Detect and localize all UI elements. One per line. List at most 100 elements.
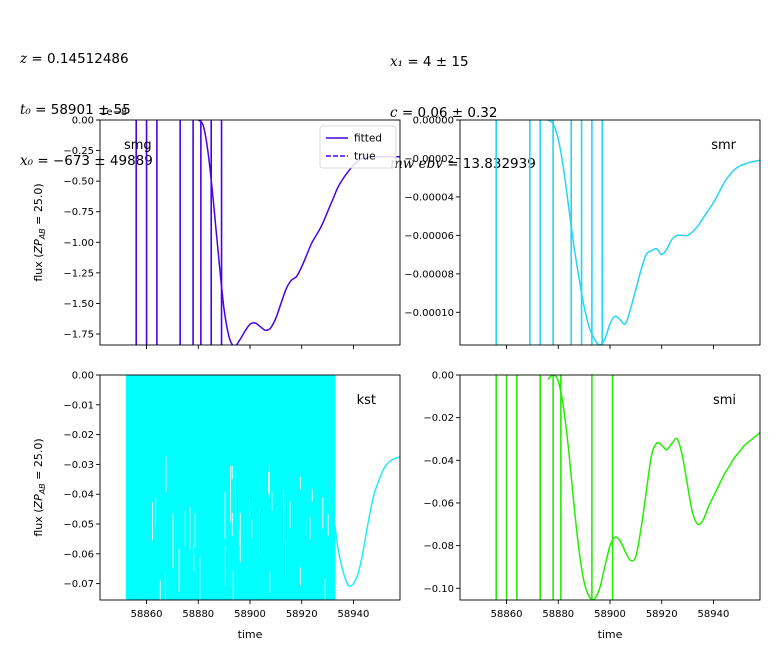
fitted-curve-kst: [326, 456, 400, 587]
plot-area-smg: [135, 120, 400, 345]
band-gap: [194, 513, 196, 548]
x-tick-label: 58920: [286, 609, 318, 620]
band-gap: [231, 513, 233, 537]
fitted-curve-smr: [547, 120, 760, 345]
panel-label-kst: kst: [357, 393, 376, 408]
y-tick-label: −1.25: [63, 268, 94, 279]
y-tick-label: 0.00: [72, 371, 94, 382]
x-tick-label: 58920: [646, 609, 678, 620]
y-tick-label: −0.05: [63, 520, 94, 531]
y-tick-label: −0.02: [423, 413, 454, 424]
band-gap: [193, 544, 194, 563]
y-tick-label: −1.75: [63, 329, 94, 340]
band-gap: [199, 557, 201, 600]
x-axis-label: time: [598, 628, 623, 641]
band-gap: [251, 519, 253, 539]
y-tick-label: −1.00: [63, 238, 94, 249]
band-gap: [322, 497, 324, 529]
y-tick-label: −0.00002: [404, 154, 454, 165]
param-x0: x₀ = −673 ± 49889: [20, 153, 153, 169]
x-tick-label: 58880: [542, 609, 574, 620]
band-gap: [324, 578, 326, 600]
param-c: c = 0.06 ± 0.32: [390, 105, 498, 121]
panel-smr: 0.00000 −0.00002 −0.00004 −0.00006 −0.00008 −…: [404, 116, 761, 349]
y-tick-label: −0.06: [423, 498, 454, 509]
band-gap: [235, 470, 236, 518]
band-gap: [193, 554, 195, 572]
band-gap: [269, 571, 271, 593]
band-gap: [238, 529, 240, 546]
band-gap: [311, 489, 313, 502]
band-gap: [232, 571, 234, 600]
band-gap: [268, 464, 270, 498]
band-gap: [289, 501, 291, 529]
param-block-left: z = 0.14512486 t₀ = 58901 ± 55 x₀ = −673…: [20, 17, 153, 187]
band-gap: [271, 491, 273, 511]
y-tick-label: −0.00010: [404, 308, 454, 319]
y-tick-label: −0.08: [423, 541, 454, 552]
band-gap: [327, 513, 329, 536]
band-gap: [172, 513, 174, 568]
band-gap: [224, 545, 226, 587]
y-tick-label: −0.00008: [404, 269, 454, 280]
band-gap: [155, 497, 157, 525]
y-tick-label: −0.00004: [404, 192, 454, 203]
x-tick-label: 58860: [131, 609, 163, 620]
band-gap: [165, 578, 167, 600]
fitted-curve-smi: [547, 375, 760, 600]
band-gap: [231, 465, 233, 480]
x-tick-label: 58940: [698, 609, 730, 620]
panel-label-smg: smg: [124, 138, 152, 153]
band-gap: [189, 506, 191, 549]
param-t0: t₀ = 58901 ± 55: [20, 102, 131, 118]
y-tick-label: 0.00: [432, 371, 454, 382]
band-gap: [165, 456, 167, 493]
band-gap: [283, 489, 285, 545]
x-tick-label: 58860: [491, 609, 523, 620]
legend-label-fitted: fitted: [354, 133, 382, 145]
y-tick-label: −0.00006: [404, 231, 454, 242]
panel-label-smi: smi: [713, 393, 736, 408]
legend-label-true: true: [354, 151, 376, 163]
x-tick-label: 58900: [594, 609, 626, 620]
y-tick-label: −0.01: [63, 400, 94, 411]
x-tick-label: 58880: [182, 609, 214, 620]
y-tick-label: −0.02: [63, 430, 94, 441]
band-gap: [309, 517, 311, 540]
y-tick-label: −0.07: [63, 579, 94, 590]
panel-kst: 0.00 −0.01 −0.02 −0.03 −0.04 −0.05 −0.06 −0.07 5…: [32, 371, 401, 641]
band-gap: [268, 472, 269, 494]
y-tick-label: −0.03: [63, 460, 94, 471]
band-gap: [152, 502, 154, 540]
band-gap: [299, 567, 301, 586]
y-tick-label: −1.50: [63, 299, 94, 310]
legend: fitted true: [319, 125, 397, 169]
legend-box: [319, 125, 397, 169]
panel-smi: 0.00 −0.02 −0.04 −0.06 −0.08 −0.10 58860 58880 5…: [423, 371, 761, 641]
x-tick-label: 58900: [234, 609, 266, 620]
band-gap: [249, 498, 250, 517]
plot-area-smr: [495, 120, 760, 345]
plot-area-kst: [125, 375, 400, 600]
x-axis-label: time: [238, 628, 263, 641]
y-tick-label: −0.25: [63, 146, 94, 157]
y-axis-label: flux (ZPAB = 25.0): [32, 438, 47, 536]
y-tick-label: 0.00000: [413, 116, 454, 127]
axes-frame: [459, 119, 761, 346]
band-gap: [159, 580, 161, 600]
band-gap: [184, 510, 186, 547]
band-gap: [299, 476, 301, 490]
band-gap: [285, 540, 286, 577]
band-gap: [178, 549, 180, 592]
y-axis-label: flux (ZPAB = 25.0): [32, 183, 47, 281]
y-tick-label: −0.06: [63, 549, 94, 560]
y-tick-label: −0.50: [63, 177, 94, 188]
band-gap: [239, 512, 241, 562]
panel-smg: 0.00 −0.25 −0.50 −0.75 −1.00 −1.25 −1.50 −1.75 1…: [32, 107, 401, 349]
panel-label-smr: smr: [711, 138, 736, 153]
band-gap: [259, 507, 260, 554]
y-tick-label: −0.75: [63, 207, 94, 218]
param-block-right: x₁ = 4 ± 15 c = 0.06 ± 0.32 mw ebv = 13.…: [390, 20, 536, 190]
band-gap: [224, 492, 226, 539]
